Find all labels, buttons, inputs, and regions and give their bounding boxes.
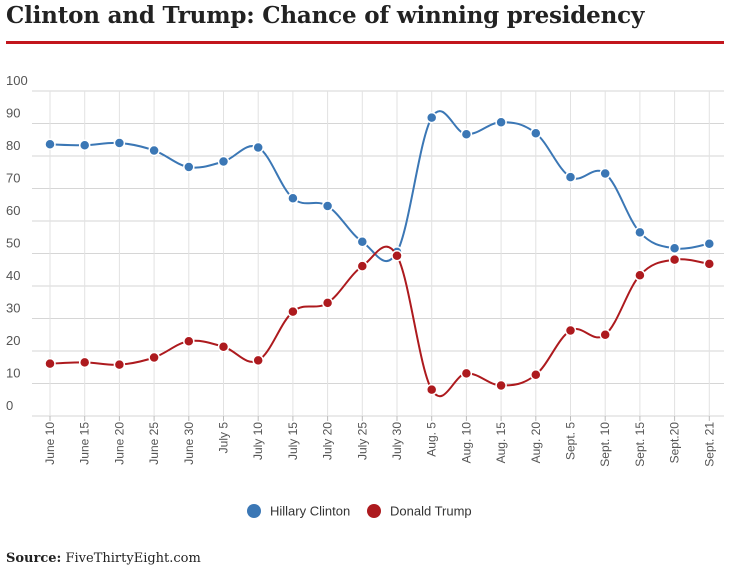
x-tick-label: June 10	[43, 422, 57, 465]
data-point	[495, 379, 507, 392]
data-point	[252, 141, 264, 154]
y-tick-label: 70	[6, 171, 20, 186]
y-tick-label: 0	[6, 398, 13, 413]
data-point	[287, 192, 299, 204]
data-point	[634, 269, 646, 282]
data-point	[78, 139, 91, 152]
data-point	[564, 324, 577, 337]
x-tick-label: June 15	[78, 422, 92, 465]
data-point	[183, 335, 195, 347]
y-tick-label: 30	[6, 301, 20, 316]
data-point	[78, 356, 91, 369]
x-tick-label: Aug. 10	[459, 422, 473, 464]
data-point	[530, 127, 542, 139]
data-point	[703, 238, 716, 250]
x-tick-label: Sept. 15	[633, 422, 647, 467]
x-tick-label: Sept. 21	[702, 422, 716, 467]
x-tick-label: July 25	[355, 422, 369, 460]
x-tick-label: July 30	[390, 422, 404, 460]
title-rule	[6, 41, 724, 44]
x-tick-label: Aug. 20	[529, 422, 543, 464]
data-point	[460, 128, 473, 140]
data-point	[634, 226, 646, 239]
x-tick-label: June 20	[112, 422, 126, 465]
x-tick-label: July 20	[321, 422, 335, 460]
data-point	[425, 111, 438, 124]
data-point	[425, 383, 438, 396]
x-tick-label: Sept.20	[668, 422, 682, 464]
x-tick-label: Sept. 5	[564, 422, 578, 460]
y-tick-label: 90	[6, 106, 20, 121]
series-line	[49, 110, 710, 263]
data-point	[321, 200, 334, 212]
data-point	[252, 354, 264, 367]
data-point	[148, 144, 160, 157]
legend-label: Hillary Clinton	[270, 504, 350, 519]
x-tick-label: Sept. 10	[598, 422, 612, 467]
data-point	[113, 358, 126, 371]
data-point	[356, 260, 369, 272]
x-tick-label: Aug. 15	[494, 422, 508, 464]
data-point	[530, 368, 542, 381]
y-axis: 0 10 20 30 40 50 60 70 80 90 100	[6, 73, 28, 413]
y-tick-label: 40	[6, 268, 20, 283]
y-tick-label: 80	[6, 138, 20, 153]
y-tick-label: 100	[6, 73, 28, 88]
data-point	[287, 305, 299, 318]
series-line	[49, 245, 710, 398]
series-trump	[44, 245, 716, 398]
data-point	[148, 351, 160, 364]
data-point	[703, 258, 716, 270]
y-tick-label: 10	[6, 366, 20, 381]
x-tick-label: June 30	[182, 422, 196, 465]
legend: Hillary Clinton Donald Trump	[247, 504, 472, 519]
x-tick-label: July 5	[217, 422, 231, 454]
data-point	[44, 138, 56, 151]
x-tick-label: June 25	[147, 422, 161, 465]
series-clinton	[44, 110, 716, 263]
data-point	[391, 250, 403, 262]
data-point	[44, 357, 56, 370]
x-tick-label: July 10	[251, 422, 265, 460]
data-point	[599, 167, 611, 180]
series-group	[44, 110, 716, 398]
legend-marker	[367, 504, 381, 518]
source-note: Source: FiveThirtyEight.com	[6, 551, 201, 566]
grid-lines	[32, 90, 724, 417]
data-point	[217, 155, 230, 168]
source-label: Source:	[6, 551, 62, 566]
data-point	[495, 116, 507, 128]
data-point	[217, 341, 230, 353]
data-point	[356, 236, 369, 248]
legend-marker	[247, 504, 261, 518]
source-text: FiveThirtyEight.com	[65, 551, 201, 566]
chart-title: Clinton and Trump: Chance of winning pre…	[6, 2, 645, 29]
x-tick-label: Aug. 5	[425, 422, 439, 457]
y-tick-label: 50	[6, 236, 20, 251]
x-axis: June 10 June 15 June 20 June 25 June 30 July …	[43, 416, 716, 467]
x-tick-label: July 15	[286, 422, 300, 460]
data-point	[113, 137, 126, 149]
data-point	[668, 253, 681, 266]
data-point	[183, 161, 195, 173]
y-tick-label: 60	[6, 203, 20, 218]
data-point	[599, 329, 611, 341]
data-point	[460, 367, 473, 380]
data-point	[668, 242, 681, 255]
data-point	[321, 297, 334, 309]
legend-label: Donald Trump	[390, 504, 472, 519]
y-tick-label: 20	[6, 333, 20, 348]
data-point	[564, 171, 577, 183]
